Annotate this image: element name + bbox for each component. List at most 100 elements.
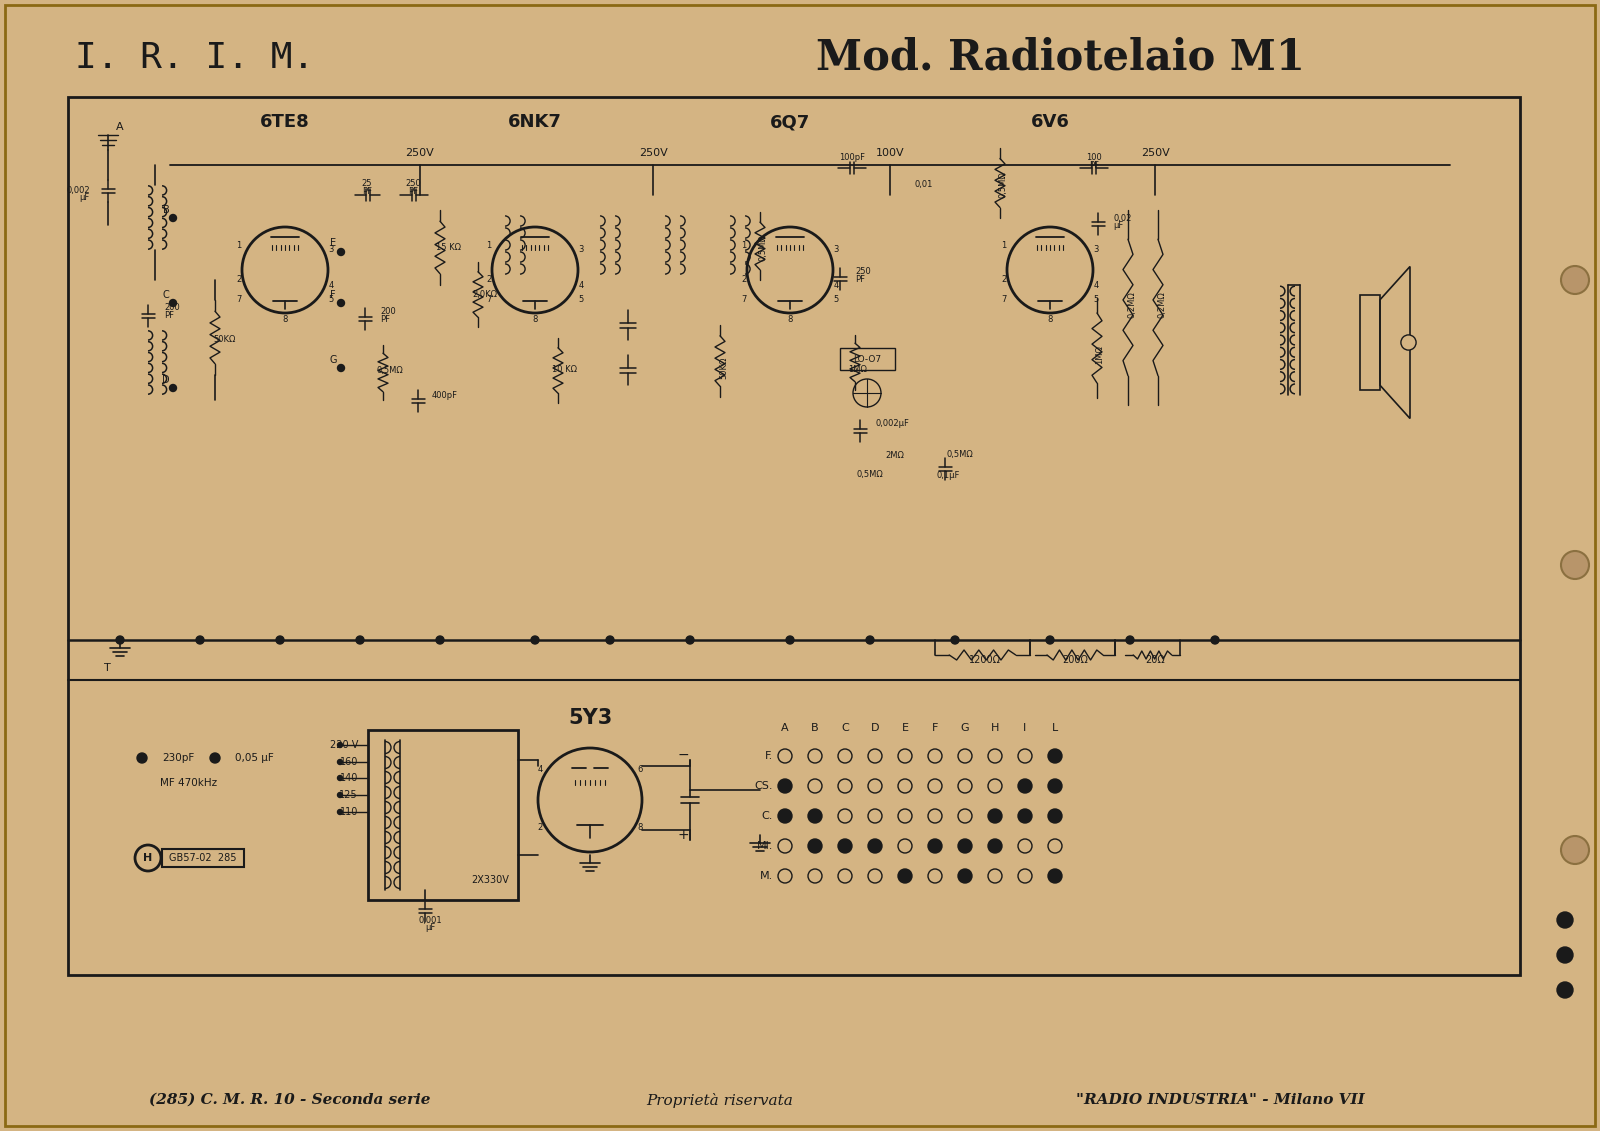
Text: Mod. Radiotelaio M1: Mod. Radiotelaio M1 bbox=[816, 37, 1304, 79]
Text: 0,5MΩ: 0,5MΩ bbox=[856, 470, 883, 480]
Circle shape bbox=[898, 779, 912, 793]
Bar bbox=[1360, 295, 1379, 390]
Text: 8: 8 bbox=[533, 316, 538, 325]
Text: L: L bbox=[1051, 723, 1058, 733]
Text: 2: 2 bbox=[538, 823, 542, 832]
Text: PF: PF bbox=[854, 276, 866, 285]
Text: 250V: 250V bbox=[638, 148, 667, 158]
Text: μF: μF bbox=[80, 193, 90, 202]
Text: 110: 110 bbox=[339, 808, 358, 817]
Circle shape bbox=[958, 749, 973, 763]
Text: PF: PF bbox=[165, 311, 174, 320]
Text: CS.: CS. bbox=[755, 782, 773, 791]
Text: 4: 4 bbox=[834, 280, 838, 290]
Text: C: C bbox=[842, 723, 850, 733]
Circle shape bbox=[170, 300, 176, 307]
Circle shape bbox=[1018, 779, 1032, 793]
Text: 2: 2 bbox=[486, 276, 491, 285]
Circle shape bbox=[531, 636, 539, 644]
Text: F: F bbox=[330, 290, 336, 300]
Circle shape bbox=[1018, 809, 1032, 823]
Text: 2,0KΩ: 2,0KΩ bbox=[472, 291, 498, 300]
Circle shape bbox=[778, 869, 792, 883]
Circle shape bbox=[867, 749, 882, 763]
Text: 400pF: 400pF bbox=[432, 390, 458, 399]
Circle shape bbox=[958, 779, 973, 793]
Circle shape bbox=[210, 753, 221, 763]
Text: B: B bbox=[163, 205, 170, 215]
Text: 0,05 μF: 0,05 μF bbox=[235, 753, 274, 763]
Text: Ml.: Ml. bbox=[757, 841, 773, 851]
Text: 8: 8 bbox=[637, 823, 643, 832]
Circle shape bbox=[538, 748, 642, 852]
Circle shape bbox=[277, 636, 285, 644]
Text: H: H bbox=[144, 853, 152, 863]
Circle shape bbox=[1562, 836, 1589, 864]
Text: 250V: 250V bbox=[406, 148, 434, 158]
Circle shape bbox=[355, 636, 365, 644]
Text: 100pF: 100pF bbox=[838, 153, 866, 162]
Circle shape bbox=[989, 839, 1002, 853]
Text: 7: 7 bbox=[741, 295, 747, 304]
Circle shape bbox=[808, 809, 822, 823]
Text: 0,5MΩ: 0,5MΩ bbox=[998, 172, 1008, 198]
Circle shape bbox=[138, 753, 147, 763]
Text: D: D bbox=[162, 375, 170, 385]
Text: 100V: 100V bbox=[875, 148, 904, 158]
Circle shape bbox=[808, 839, 822, 853]
Text: 0,5MΩ: 0,5MΩ bbox=[376, 365, 403, 374]
Text: (285) C. M. R. 10 - Seconda serie: (285) C. M. R. 10 - Seconda serie bbox=[149, 1093, 430, 1107]
Text: 4: 4 bbox=[328, 280, 334, 290]
Text: PF: PF bbox=[381, 316, 390, 325]
Circle shape bbox=[1048, 749, 1062, 763]
Text: 1: 1 bbox=[486, 241, 491, 250]
Bar bbox=[368, 729, 518, 900]
Circle shape bbox=[338, 776, 342, 780]
Circle shape bbox=[170, 215, 176, 222]
Circle shape bbox=[928, 779, 942, 793]
Text: 2X330V: 2X330V bbox=[470, 875, 509, 884]
Circle shape bbox=[898, 809, 912, 823]
Circle shape bbox=[1018, 869, 1032, 883]
Circle shape bbox=[493, 227, 578, 313]
Text: 0,5MΩ: 0,5MΩ bbox=[758, 234, 768, 261]
Circle shape bbox=[867, 839, 882, 853]
Text: 140: 140 bbox=[339, 772, 358, 783]
Text: 5: 5 bbox=[834, 295, 838, 304]
Text: 0,2MΩ: 0,2MΩ bbox=[1157, 292, 1166, 318]
Text: 50KΩ: 50KΩ bbox=[720, 356, 728, 379]
Text: 0,2MΩ: 0,2MΩ bbox=[1128, 292, 1136, 318]
Text: T: T bbox=[104, 663, 110, 673]
Circle shape bbox=[1006, 227, 1093, 313]
Text: 125: 125 bbox=[339, 789, 358, 800]
Text: 3: 3 bbox=[328, 245, 334, 254]
Text: 0,002μF: 0,002μF bbox=[877, 420, 910, 429]
Text: I. R. I. M.: I. R. I. M. bbox=[75, 41, 315, 75]
Circle shape bbox=[808, 749, 822, 763]
Text: 5: 5 bbox=[1093, 295, 1099, 304]
Circle shape bbox=[808, 779, 822, 793]
Text: Proprietà riservata: Proprietà riservata bbox=[646, 1093, 794, 1107]
Text: PF: PF bbox=[362, 187, 371, 196]
Text: 10 KΩ: 10 KΩ bbox=[552, 365, 578, 374]
Circle shape bbox=[1562, 266, 1589, 294]
Circle shape bbox=[1048, 869, 1062, 883]
Text: 15 KΩ: 15 KΩ bbox=[435, 243, 461, 252]
Circle shape bbox=[838, 749, 851, 763]
Text: −: − bbox=[677, 748, 690, 762]
Circle shape bbox=[115, 636, 125, 644]
Text: 6Q7: 6Q7 bbox=[770, 113, 810, 131]
Circle shape bbox=[853, 379, 882, 407]
Text: 5: 5 bbox=[578, 295, 584, 304]
Text: 4: 4 bbox=[1093, 280, 1099, 290]
Circle shape bbox=[928, 869, 942, 883]
Text: F.: F. bbox=[765, 751, 773, 761]
Circle shape bbox=[1211, 636, 1219, 644]
Text: 3: 3 bbox=[578, 245, 584, 254]
Circle shape bbox=[134, 845, 162, 871]
Circle shape bbox=[989, 869, 1002, 883]
Text: 4: 4 bbox=[538, 766, 542, 775]
Text: I: I bbox=[1024, 723, 1027, 733]
Circle shape bbox=[950, 636, 958, 644]
Circle shape bbox=[1046, 636, 1054, 644]
